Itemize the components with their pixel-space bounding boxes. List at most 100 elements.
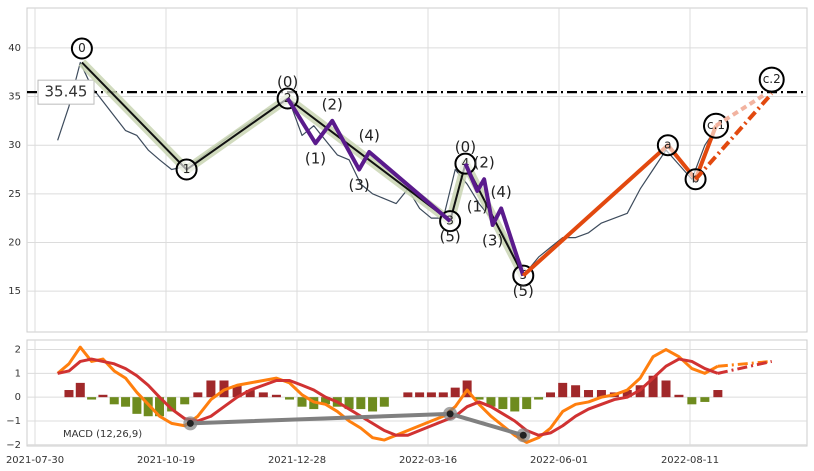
level-label-box: [37, 79, 95, 105]
y-tick-label: 1: [15, 368, 21, 379]
wave-label-circle: [70, 37, 93, 60]
histogram-bar: [510, 397, 520, 412]
histogram-bar: [121, 397, 131, 407]
y-tick-label: 2: [15, 345, 21, 356]
y-tick-label: 0: [15, 392, 21, 403]
histogram-bar: [687, 397, 697, 405]
histogram-bar: [206, 380, 216, 398]
divergence-dot: [186, 419, 194, 427]
histogram-bar: [486, 397, 496, 407]
x-tick-label: 2021-12-28: [268, 455, 326, 466]
wave-label-circle: [175, 158, 198, 181]
wave-label: (0): [455, 138, 476, 156]
histogram-bar: [245, 390, 255, 398]
y-tick-label: 20: [8, 237, 21, 248]
wave-label: (1): [305, 150, 326, 168]
divergence-dot: [519, 431, 527, 439]
macd-line: [57, 357, 719, 437]
y-tick-label: −2: [6, 440, 21, 451]
wave-label: (5): [439, 228, 460, 246]
histogram-bar: [450, 387, 460, 398]
wave-label: (3): [349, 176, 370, 194]
wave-line: [521, 125, 718, 278]
histogram-bar: [87, 397, 97, 400]
histogram-bar: [426, 392, 436, 398]
wave-label: (3): [482, 231, 503, 249]
histogram-bar: [167, 397, 177, 412]
histogram-bar: [297, 397, 307, 407]
histogram-bar: [109, 397, 119, 405]
histogram-bar: [415, 392, 425, 398]
histogram-bar: [193, 392, 203, 398]
macd-label: MACD (12,26,9): [63, 429, 142, 440]
wave-label: (0): [277, 73, 298, 91]
y-tick-label: 30: [8, 140, 21, 151]
x-tick-label: 2021-10-19: [137, 455, 195, 466]
wave-label: (1): [467, 197, 488, 215]
histogram-bar: [368, 397, 378, 412]
histogram-bar: [98, 394, 108, 398]
x-tick-label: 2022-03-16: [399, 455, 457, 466]
y-tick-label: 40: [8, 43, 21, 54]
histogram-bar: [344, 397, 354, 410]
price-panel: [26, 7, 808, 333]
histogram-bar: [713, 390, 723, 398]
wave-label: (2): [474, 154, 495, 172]
histogram-bar: [622, 390, 632, 398]
wave-label-circle: [758, 66, 785, 93]
wave-label: (4): [491, 183, 512, 201]
histogram-bar: [661, 380, 671, 398]
x-tick-label: 2022-06-01: [530, 455, 588, 466]
histogram-bar: [132, 397, 142, 414]
histogram-bar: [155, 397, 165, 417]
histogram-bar: [403, 392, 413, 398]
y-tick-label: 35: [8, 92, 21, 103]
histogram-bar: [534, 397, 544, 400]
histogram-bar: [558, 382, 568, 398]
x-tick-label: 2021-07-30: [6, 455, 64, 466]
histogram-bar: [522, 397, 532, 410]
histogram-bar: [438, 392, 448, 398]
histogram-bar: [271, 394, 281, 398]
histogram-bar: [285, 397, 295, 400]
level-label: 35.45: [45, 83, 88, 101]
histogram-bar: [180, 397, 190, 405]
wave-line: [285, 97, 452, 223]
histogram-bar: [596, 390, 606, 398]
histogram-bar: [674, 394, 684, 398]
wave-label: (5): [513, 282, 534, 300]
wave-label: 1: [183, 162, 191, 176]
histogram-bar: [498, 397, 508, 410]
histogram-bar: [474, 397, 484, 400]
histogram-bar: [571, 385, 581, 398]
wave-line: [694, 92, 774, 181]
histogram-bar: [75, 382, 85, 398]
wave-label: (4): [359, 127, 380, 145]
wave-label: c.2: [763, 72, 781, 86]
histogram-bar: [379, 397, 389, 407]
wave-label: (2): [322, 95, 343, 113]
wave-label: a: [664, 138, 671, 152]
wave-label: 4: [462, 156, 470, 170]
histogram-bar: [143, 397, 153, 417]
y-tick-label: 15: [8, 286, 21, 297]
macd-projection: [717, 359, 773, 375]
histogram-bar: [64, 390, 74, 398]
histogram-bar: [648, 375, 658, 398]
wave-label-circle: [656, 134, 679, 157]
histogram-bar: [584, 390, 594, 398]
price-line: [57, 61, 719, 273]
histogram-bar: [356, 397, 366, 410]
histogram-bar: [321, 397, 331, 405]
histogram-bar: [232, 385, 242, 398]
wave-label: 0: [78, 41, 86, 55]
histogram-bar: [258, 392, 268, 398]
x-tick-label: 2022-08-11: [661, 455, 719, 466]
wave-line: [463, 162, 526, 277]
histogram-bar: [700, 397, 710, 402]
histogram-bar: [545, 392, 555, 398]
macd-line: [56, 345, 719, 444]
y-tick-label: 25: [8, 189, 21, 200]
wave-label: 2: [284, 91, 292, 105]
